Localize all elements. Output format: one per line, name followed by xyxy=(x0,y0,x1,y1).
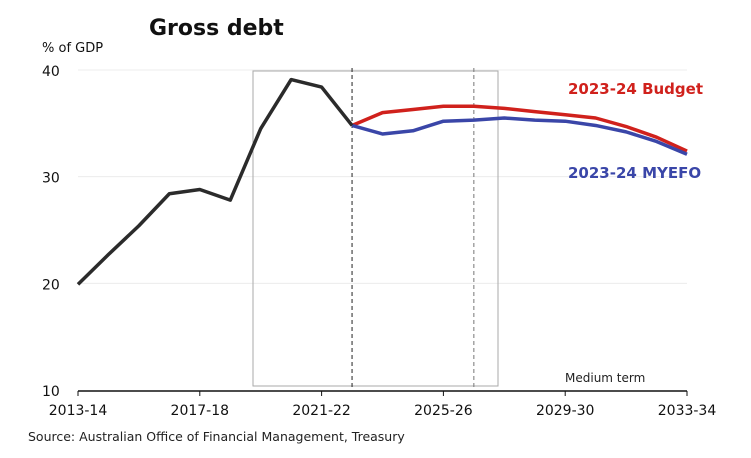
series-line-actual xyxy=(76,77,354,286)
y-tick-label: 10 xyxy=(42,384,60,400)
x-tick-label: 2013-14 xyxy=(49,403,108,419)
legend-myefo: 2023-24 MYEFO xyxy=(568,164,701,182)
x-tick-label: 2029-30 xyxy=(536,403,595,419)
x-tick-label: 2017-18 xyxy=(171,403,230,419)
source-note: Source: Australian Office of Financial M… xyxy=(28,429,405,444)
y-tick-label: 40 xyxy=(42,64,60,80)
medium-term-box xyxy=(252,70,499,387)
x-tick-label: 2033-34 xyxy=(658,403,717,419)
y-axis-label: % of GDP xyxy=(42,41,103,56)
legend-budget: 2023-24 Budget xyxy=(568,80,703,98)
medium-term-label: Medium term xyxy=(565,371,645,385)
chart-title: Gross debt xyxy=(149,16,284,41)
x-tick-label: 2021-22 xyxy=(292,403,351,419)
series-line-2023-24-myefo xyxy=(351,116,688,156)
y-tick-label: 30 xyxy=(42,171,60,187)
series-line-2023-24-budget xyxy=(351,104,688,153)
x-tick-label: 2025-26 xyxy=(414,403,473,419)
y-tick-label: 20 xyxy=(42,277,60,293)
